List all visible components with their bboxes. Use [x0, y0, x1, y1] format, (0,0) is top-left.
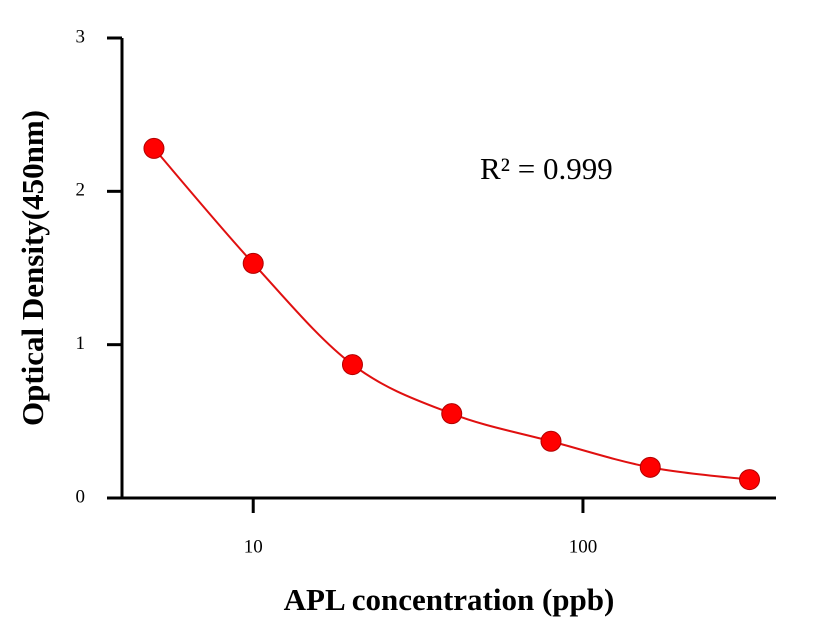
point: [143, 137, 165, 159]
y-tick-label: 2: [76, 180, 86, 201]
fit-curve: [153, 147, 750, 481]
y-tick-label: 3: [76, 26, 86, 47]
y-tick-label: 0: [76, 486, 86, 507]
x-axis-title: APL concentration (ppb): [284, 582, 615, 617]
point: [739, 469, 761, 491]
point: [341, 354, 363, 376]
x-tick-label: 10: [244, 536, 263, 557]
point: [242, 252, 264, 274]
point: [639, 456, 661, 478]
point: [540, 430, 562, 452]
point: [441, 403, 463, 425]
y-tick-label: 1: [76, 333, 86, 354]
x-tick-label: 100: [569, 536, 598, 557]
annotation: R² = 0.999: [480, 151, 613, 186]
y-axis-title: Optical Density(450nm): [15, 110, 50, 426]
